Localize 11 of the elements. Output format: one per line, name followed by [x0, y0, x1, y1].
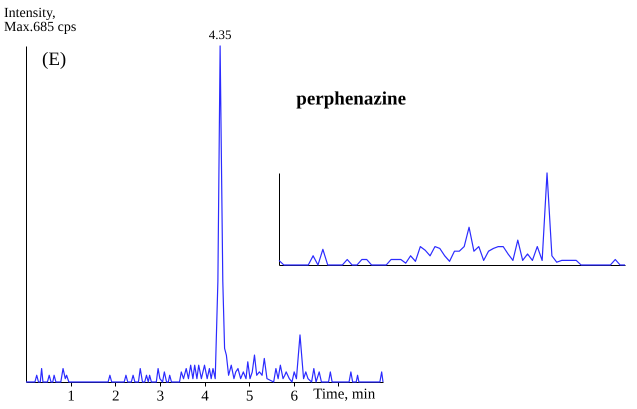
x-tick-label: 1 — [67, 388, 75, 404]
x-tick-label: 6 — [290, 388, 298, 404]
x-tick-label: 3 — [156, 388, 164, 404]
annotation: (E) — [42, 49, 66, 70]
chart-title: perphenazine — [296, 88, 406, 110]
x-axis-title: Time, min — [313, 386, 376, 402]
annotation: 4.35 — [208, 27, 232, 42]
x-tick-label: 4 — [201, 388, 210, 404]
y-axis-title: Intensity, Max.685 cps — [4, 6, 76, 35]
x-tick-label: 2 — [112, 388, 120, 404]
x-tick-label: 5 — [246, 388, 254, 404]
